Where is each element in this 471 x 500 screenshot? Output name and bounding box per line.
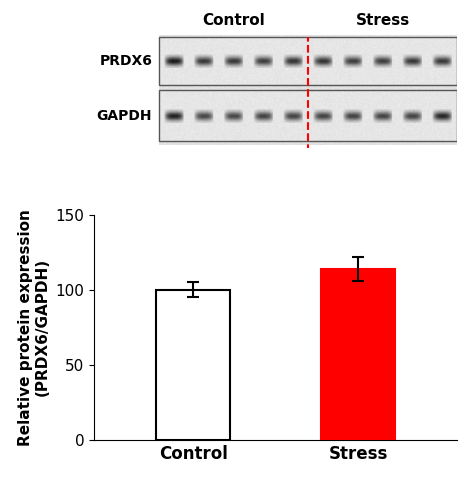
Text: GAPDH: GAPDH xyxy=(97,109,152,123)
Text: PRDX6: PRDX6 xyxy=(99,54,152,68)
Bar xyxy=(156,290,230,440)
Text: Control: Control xyxy=(203,12,265,28)
Text: Stress: Stress xyxy=(356,12,410,28)
Bar xyxy=(160,90,457,142)
Bar xyxy=(321,269,395,440)
Y-axis label: Relative protein expression
(PRDX6/GAPDH): Relative protein expression (PRDX6/GAPDH… xyxy=(17,209,50,446)
Bar xyxy=(160,37,457,84)
